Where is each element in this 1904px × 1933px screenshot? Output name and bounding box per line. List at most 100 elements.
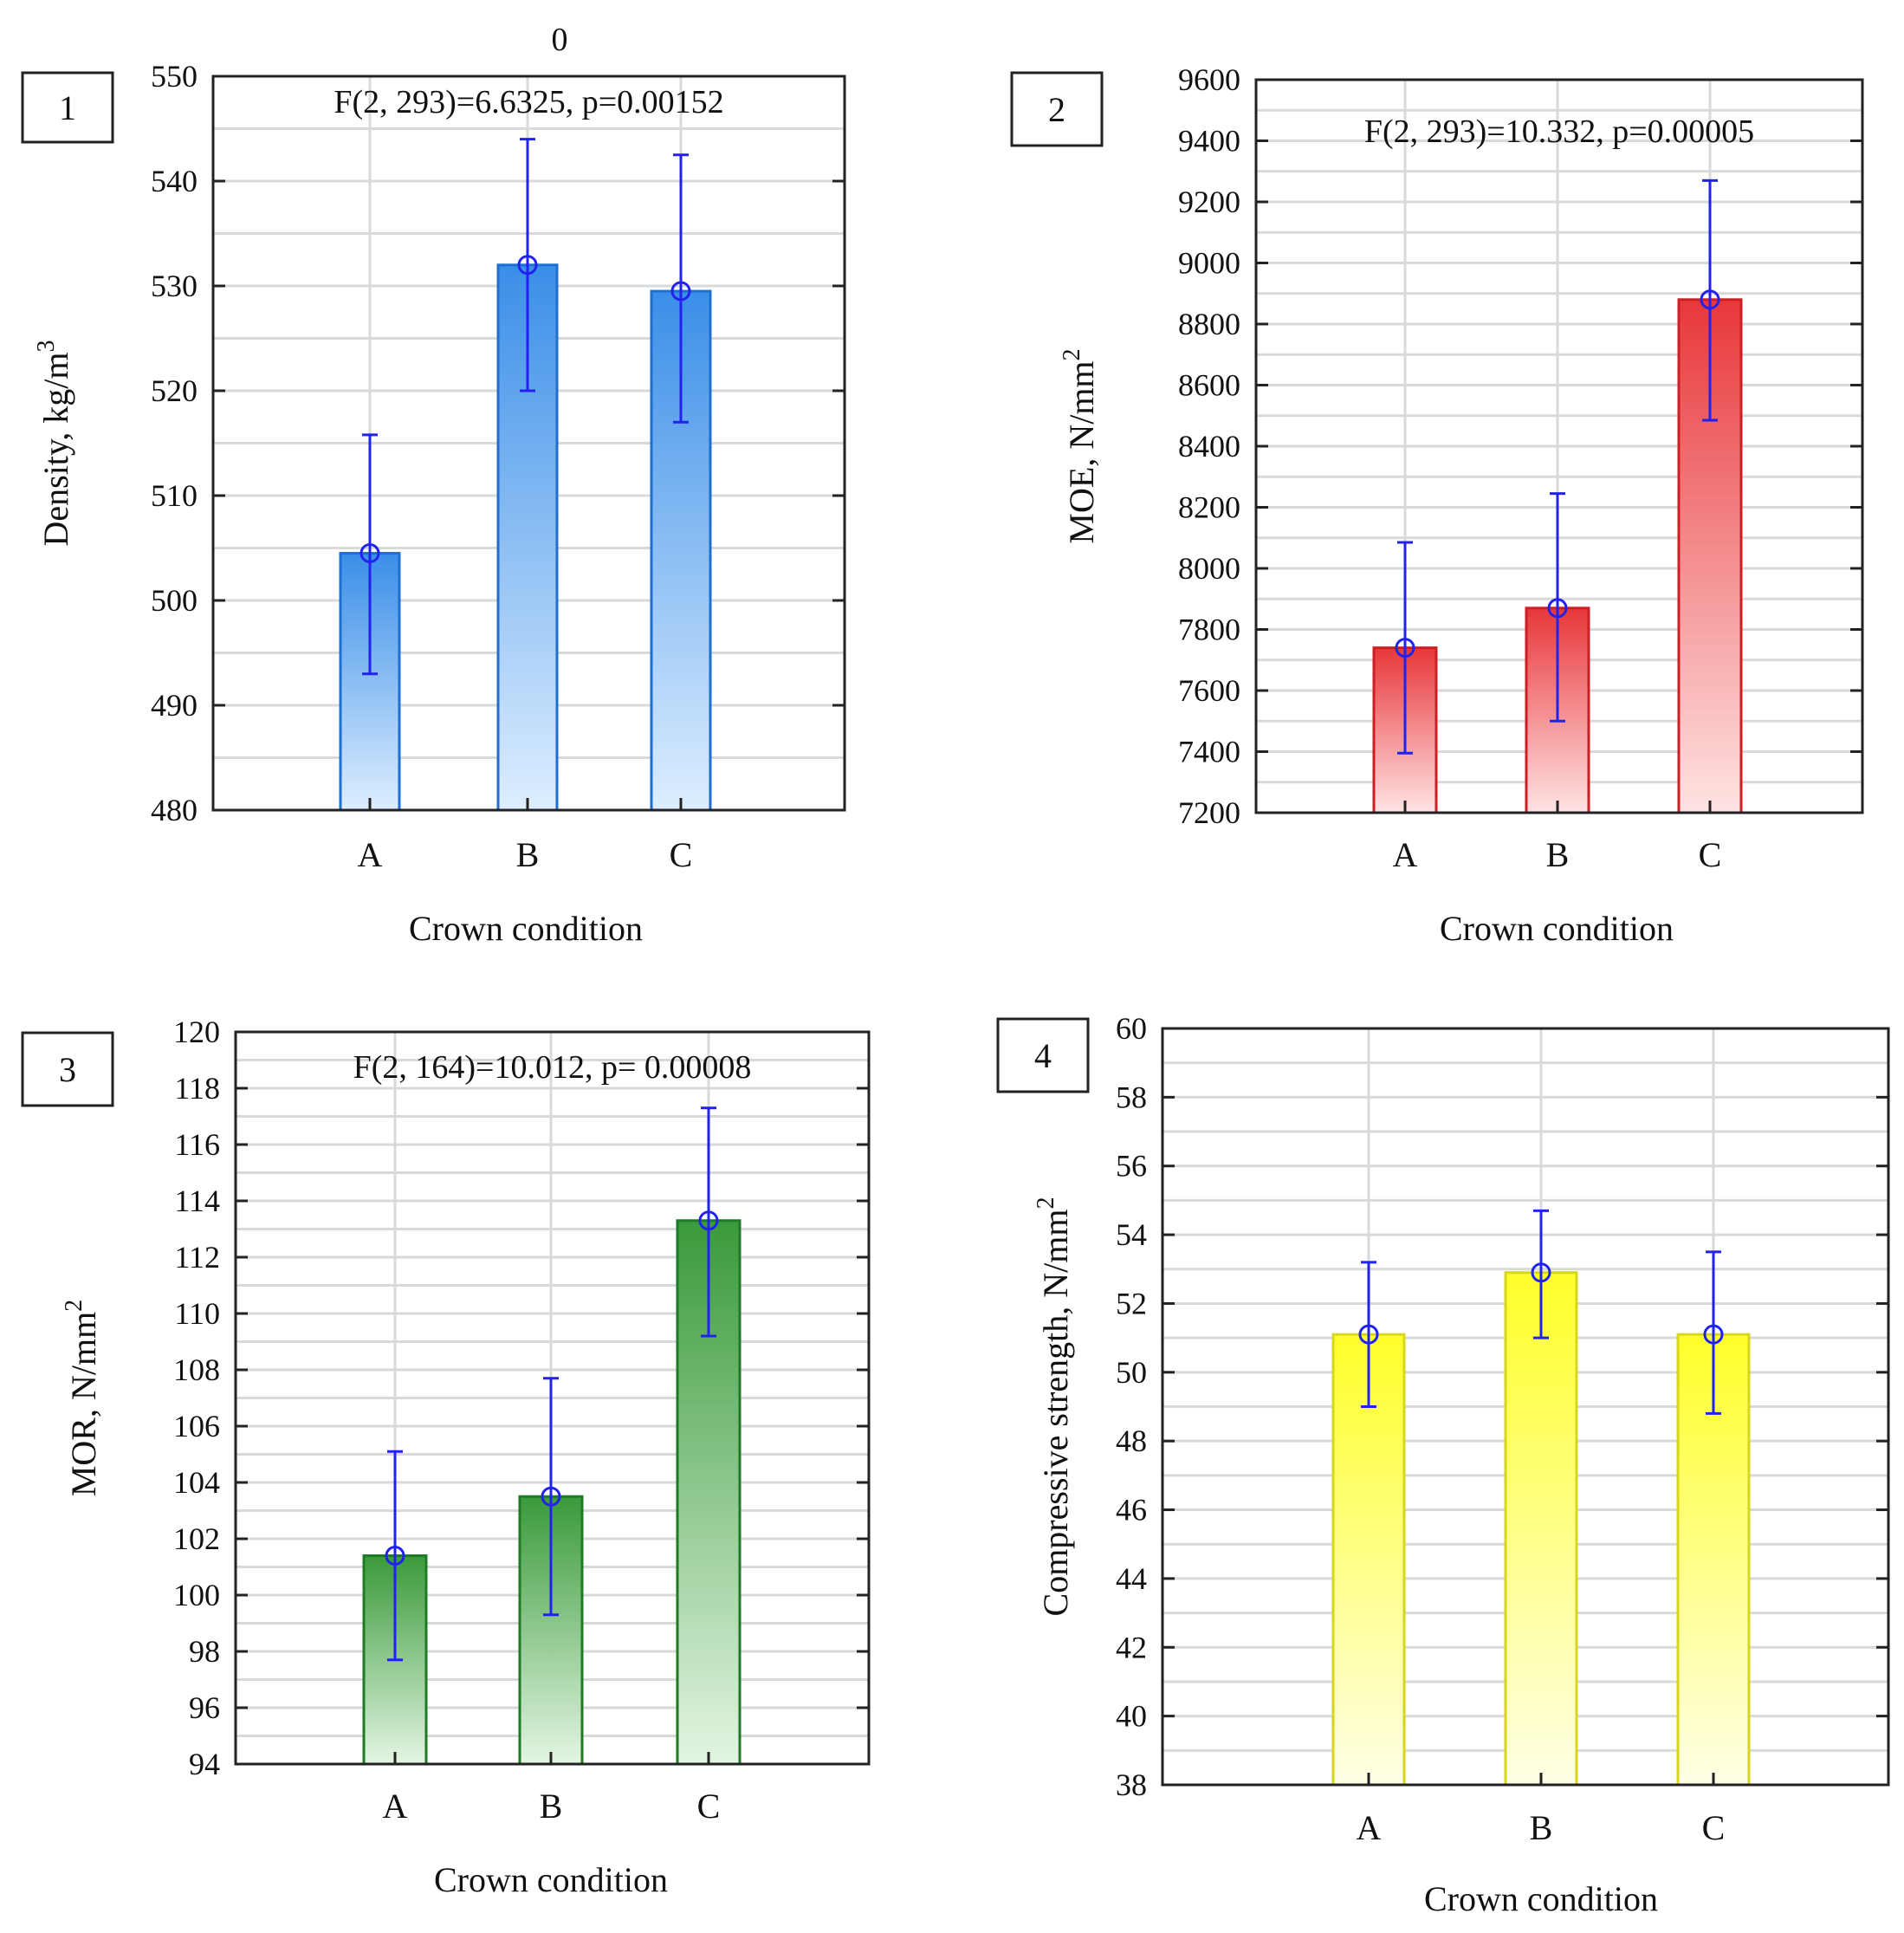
y-tick-label: 500	[151, 583, 198, 618]
mean-marker-A	[1358, 1324, 1379, 1345]
y-tick-label: 510	[151, 478, 198, 513]
y-tick-label: 7200	[1178, 795, 1240, 830]
y-axis-title-superscript: 2	[61, 1300, 87, 1312]
x-axis-title: Crown condition	[1424, 1879, 1658, 1918]
y-tick-label: 530	[151, 269, 198, 303]
y-tick-label: 94	[189, 1747, 220, 1781]
stat-annotation: F(2, 293)=6.6325, p=0.00152	[334, 84, 723, 120]
y-tick-label: 9400	[1178, 124, 1240, 159]
y-tick-label: 96	[189, 1690, 220, 1725]
y-tick-label: 100	[173, 1578, 220, 1612]
y-tick-label: 38	[1116, 1768, 1147, 1802]
x-axis-title: Crown condition	[1440, 909, 1674, 948]
y-tick-label: 56	[1116, 1149, 1147, 1184]
y-tick-label: 54	[1116, 1217, 1147, 1252]
y-tick-label: 44	[1116, 1561, 1147, 1596]
bar-A	[1331, 1333, 1406, 1787]
y-tick-label: 104	[173, 1465, 220, 1500]
y-tick-label: 46	[1116, 1493, 1147, 1528]
y-axis-title-superscript: 3	[33, 340, 60, 352]
panel-number: 4	[1034, 1036, 1052, 1075]
y-tick-label: 480	[151, 793, 198, 827]
x-tick-label: C	[1699, 835, 1722, 874]
mean-marker-C	[670, 281, 691, 302]
panel-number-box	[1010, 71, 1104, 147]
y-axis-title: MOR, N/mm2	[61, 1300, 103, 1496]
y-tick-label: 116	[174, 1127, 220, 1162]
y-tick-label: 550	[151, 59, 198, 94]
y-tick-label: 60	[1116, 1011, 1147, 1046]
y-tick-label: 9000	[1178, 246, 1240, 281]
mean-marker-C	[1703, 1324, 1724, 1345]
chart-panel-3: 94 96 98 100 102 104 106 108 110 112 114 116 118 120 A…	[21, 1015, 871, 1899]
mean-marker-B	[541, 1486, 561, 1507]
mean-marker-B	[1547, 598, 1568, 619]
y-tick-label: 540	[151, 164, 198, 198]
x-tick-label: A	[1393, 835, 1418, 874]
panel-number: 2	[1048, 90, 1065, 129]
y-tick-label: 102	[173, 1521, 220, 1556]
x-tick-label: B	[516, 835, 540, 874]
panel-number: 1	[59, 88, 76, 127]
stat-annotation: F(2, 293)=10.332, p=0.00005	[1364, 114, 1754, 150]
y-tick-label: 112	[174, 1240, 220, 1275]
chart-panel-2: 7200 7400 7600 7800 8000 8200 8400 8600 8800 9000…	[1010, 62, 1864, 948]
bar-B	[1504, 1271, 1578, 1787]
y-tick-label: 114	[174, 1184, 220, 1218]
stat-annotation: F(2, 164)=10.012, p= 0.00008	[353, 1049, 752, 1086]
mean-marker-C	[1700, 289, 1720, 310]
y-axis-title-text: Compressive strength, N/mm	[1036, 1210, 1075, 1617]
y-tick-label: 118	[174, 1071, 220, 1106]
y-tick-label: 8800	[1178, 307, 1240, 341]
chart-title: 0	[552, 22, 568, 58]
y-tick-label: 9200	[1178, 185, 1240, 219]
y-tick-label: 8200	[1178, 490, 1240, 525]
x-tick-label: A	[383, 1787, 408, 1826]
chart-panel-4: 38 40 42 44 46 48 50 52 54 56 58 60 A B C Crown conditi…	[996, 1011, 1890, 1918]
y-axis-title-text: MOR, N/mm	[64, 1312, 103, 1496]
y-tick-label: 7800	[1178, 613, 1240, 647]
plot-frame	[1161, 1027, 1890, 1787]
y-tick-label: 110	[174, 1296, 220, 1331]
y-tick-label: 520	[151, 373, 198, 408]
mean-marker-A	[385, 1546, 405, 1566]
y-tick-label: 108	[173, 1352, 220, 1387]
mean-marker-B	[1531, 1262, 1551, 1283]
y-axis-title: Compressive strength, N/mm2	[1033, 1197, 1075, 1617]
y-tick-label: 98	[189, 1634, 220, 1669]
y-tick-label: 48	[1116, 1424, 1147, 1458]
chart-panel-1: 480 490 500 510 520 530 540 550 A B C Crown conditi…	[21, 22, 846, 948]
y-tick-label: 52	[1116, 1286, 1147, 1320]
x-tick-label: B	[1546, 835, 1570, 874]
y-tick-label: 490	[151, 688, 198, 723]
x-tick-label: A	[1357, 1808, 1382, 1847]
panel-number: 3	[59, 1050, 76, 1089]
panel-number-box	[996, 1017, 1090, 1093]
x-tick-label: B	[1530, 1808, 1553, 1847]
mean-marker-A	[1395, 638, 1415, 658]
x-tick-label: C	[1702, 1808, 1726, 1847]
y-tick-label: 58	[1116, 1080, 1147, 1114]
y-tick-label: 8400	[1178, 429, 1240, 464]
y-tick-label: 8600	[1178, 368, 1240, 403]
y-tick-label: 7600	[1178, 673, 1240, 708]
panel-number-box	[21, 1031, 114, 1107]
x-tick-label: B	[540, 1787, 563, 1826]
y-axis-title-text: Density, kg/m	[36, 352, 75, 546]
mean-marker-C	[698, 1210, 719, 1231]
x-tick-label: A	[358, 835, 383, 874]
y-tick-label: 106	[173, 1409, 220, 1443]
y-axis-title-text: MOE, N/mm	[1062, 360, 1101, 543]
y-axis-title: Density, kg/m3	[33, 340, 75, 546]
y-tick-label: 8000	[1178, 551, 1240, 586]
y-axis-title-superscript: 2	[1059, 348, 1085, 360]
mean-marker-B	[517, 255, 538, 276]
x-tick-label: C	[697, 1787, 721, 1826]
mean-marker-A	[359, 543, 380, 564]
y-tick-label: 42	[1116, 1630, 1147, 1664]
x-axis-title: Crown condition	[434, 1860, 668, 1899]
y-tick-label: 40	[1116, 1699, 1147, 1734]
y-tick-label: 50	[1116, 1355, 1147, 1390]
y-tick-label: 120	[173, 1015, 220, 1049]
